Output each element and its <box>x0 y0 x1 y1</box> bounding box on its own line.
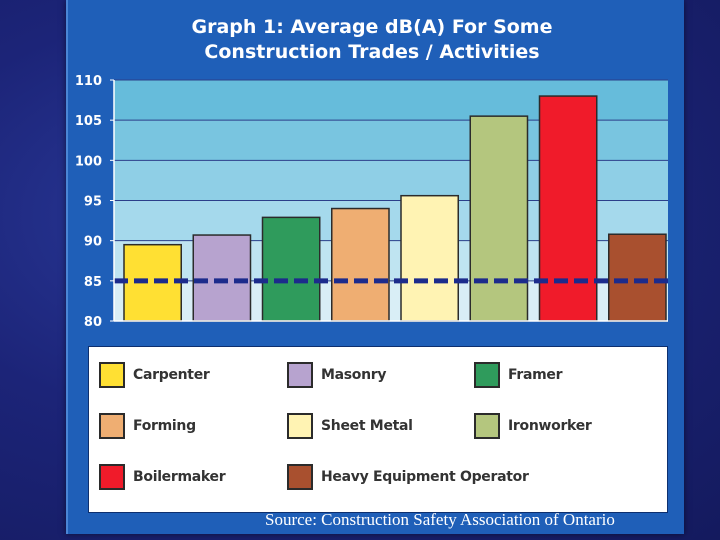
y-tick-label: 85 <box>84 275 102 290</box>
legend-swatch <box>99 464 125 490</box>
y-tick-label: 105 <box>75 114 102 129</box>
bar-sheet-metal <box>400 194 459 322</box>
legend-item-forming: Forming <box>99 411 196 441</box>
legend-label: Masonry <box>321 367 387 383</box>
y-tick-label: 90 <box>84 235 102 250</box>
legend-swatch <box>474 413 500 439</box>
legend-item-ironworker: Ironworker <box>474 411 592 441</box>
y-tick-label: 100 <box>75 154 102 169</box>
bar-carpenter <box>123 243 182 322</box>
y-tick-label: 95 <box>84 195 102 210</box>
legend-swatch <box>99 362 125 388</box>
legend-item-heavy-equipment-operator: Heavy Equipment Operator <box>287 462 529 492</box>
chart-legend: Carpenter Masonry Framer Forming Sheet Metal… <box>88 346 668 513</box>
chart-title-line-1: Graph 1: Average dB(A) For Some <box>192 16 553 38</box>
chart-title-line-2: Construction Trades / Activities <box>204 41 539 63</box>
legend-swatch <box>287 413 313 439</box>
legend-item-carpenter: Carpenter <box>99 360 210 390</box>
legend-label: Sheet Metal <box>321 418 413 434</box>
bar-forming <box>331 207 390 322</box>
bar-ironworker <box>469 115 529 322</box>
legend-label: Boilermaker <box>133 469 226 485</box>
legend-label: Carpenter <box>133 367 210 383</box>
legend-label: Ironworker <box>508 418 592 434</box>
legend-label: Forming <box>133 418 196 434</box>
legend-item-sheet-metal: Sheet Metal <box>287 411 413 441</box>
legend-swatch <box>287 464 313 490</box>
legend-swatch <box>287 362 313 388</box>
source-caption: Source: Construction Safety Association … <box>265 510 615 529</box>
legend-swatch <box>99 413 125 439</box>
bar-framer <box>261 216 321 322</box>
legend-label: Heavy Equipment Operator <box>321 469 529 485</box>
bar-masonry <box>192 234 252 322</box>
legend-label: Framer <box>508 367 563 383</box>
bar-heavy-equipment-operator <box>608 233 667 322</box>
bar-boilermaker <box>538 95 598 322</box>
y-tick-label: 80 <box>84 315 102 330</box>
legend-item-boilermaker: Boilermaker <box>99 462 226 492</box>
legend-swatch <box>474 362 500 388</box>
legend-item-masonry: Masonry <box>287 360 387 390</box>
y-tick-label: 110 <box>75 74 102 89</box>
legend-item-framer: Framer <box>474 360 563 390</box>
